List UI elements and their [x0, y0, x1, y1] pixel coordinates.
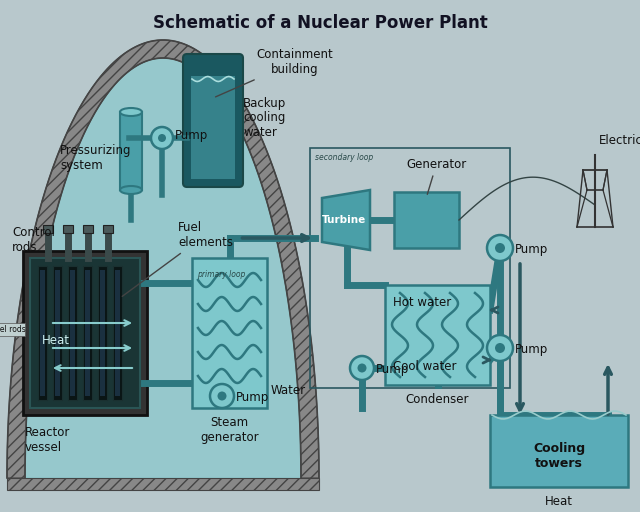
Bar: [490, 415, 628, 487]
Text: Pump: Pump: [236, 392, 269, 404]
Text: Pump: Pump: [175, 130, 208, 142]
Bar: [385, 285, 490, 385]
Text: Backup
cooling
water: Backup cooling water: [243, 96, 286, 139]
Circle shape: [151, 127, 173, 149]
Text: Pressurizing
system: Pressurizing system: [60, 144, 131, 172]
Bar: [7, 478, 319, 490]
Text: Containment
building: Containment building: [216, 48, 333, 97]
Polygon shape: [25, 58, 301, 478]
Bar: [63, 225, 73, 233]
Bar: [83, 266, 92, 400]
Text: Water: Water: [271, 383, 306, 396]
Text: Hot water: Hot water: [393, 296, 451, 309]
Text: primary loop: primary loop: [197, 270, 245, 279]
Text: secondary loop: secondary loop: [315, 153, 373, 162]
Bar: [394, 192, 459, 248]
Text: Steam
generator: Steam generator: [200, 416, 259, 444]
Text: Cooling
towers: Cooling towers: [533, 442, 585, 470]
Circle shape: [495, 343, 505, 353]
Text: Pump: Pump: [376, 364, 409, 376]
Polygon shape: [7, 40, 319, 478]
Bar: [43, 225, 53, 233]
Circle shape: [358, 364, 367, 373]
Bar: [100, 270, 105, 396]
Bar: [30, 258, 140, 408]
Bar: [192, 258, 267, 408]
Text: Condenser: Condenser: [406, 393, 469, 406]
Text: Control
rods: Control rods: [12, 226, 55, 254]
Text: Fuel
elements: Fuel elements: [122, 221, 233, 296]
Ellipse shape: [120, 186, 142, 194]
Bar: [113, 266, 122, 400]
Bar: [70, 270, 75, 396]
Bar: [85, 270, 90, 396]
Polygon shape: [322, 190, 370, 250]
Circle shape: [218, 392, 227, 400]
Bar: [38, 266, 47, 400]
Text: Pump: Pump: [515, 244, 548, 257]
Circle shape: [495, 243, 505, 253]
Bar: [191, 76, 235, 179]
Text: Pump: Pump: [515, 344, 548, 356]
Text: Schematic of a Nuclear Power Plant: Schematic of a Nuclear Power Plant: [152, 14, 488, 32]
Bar: [23, 251, 147, 415]
Text: Fuel rods: Fuel rods: [0, 325, 26, 334]
Ellipse shape: [120, 108, 142, 116]
Bar: [98, 266, 107, 400]
Text: Generator: Generator: [406, 158, 467, 195]
Circle shape: [350, 356, 374, 380]
Text: Heat: Heat: [42, 333, 70, 347]
Bar: [83, 225, 93, 233]
Text: Heat: Heat: [545, 495, 573, 508]
Bar: [53, 266, 62, 400]
Text: Reactor
vessel: Reactor vessel: [25, 426, 70, 454]
Bar: [55, 270, 60, 396]
Circle shape: [487, 335, 513, 361]
Circle shape: [158, 134, 166, 142]
Circle shape: [487, 235, 513, 261]
Bar: [120, 112, 142, 190]
Text: Electricity: Electricity: [599, 134, 640, 147]
Circle shape: [210, 384, 234, 408]
Bar: [103, 225, 113, 233]
Bar: [68, 266, 77, 400]
Bar: [0, 323, 25, 336]
Bar: [40, 270, 45, 396]
Bar: [115, 270, 120, 396]
FancyBboxPatch shape: [183, 54, 243, 187]
Text: Cool water: Cool water: [393, 360, 456, 373]
Bar: [310, 148, 510, 388]
Text: Turbine: Turbine: [322, 215, 366, 225]
